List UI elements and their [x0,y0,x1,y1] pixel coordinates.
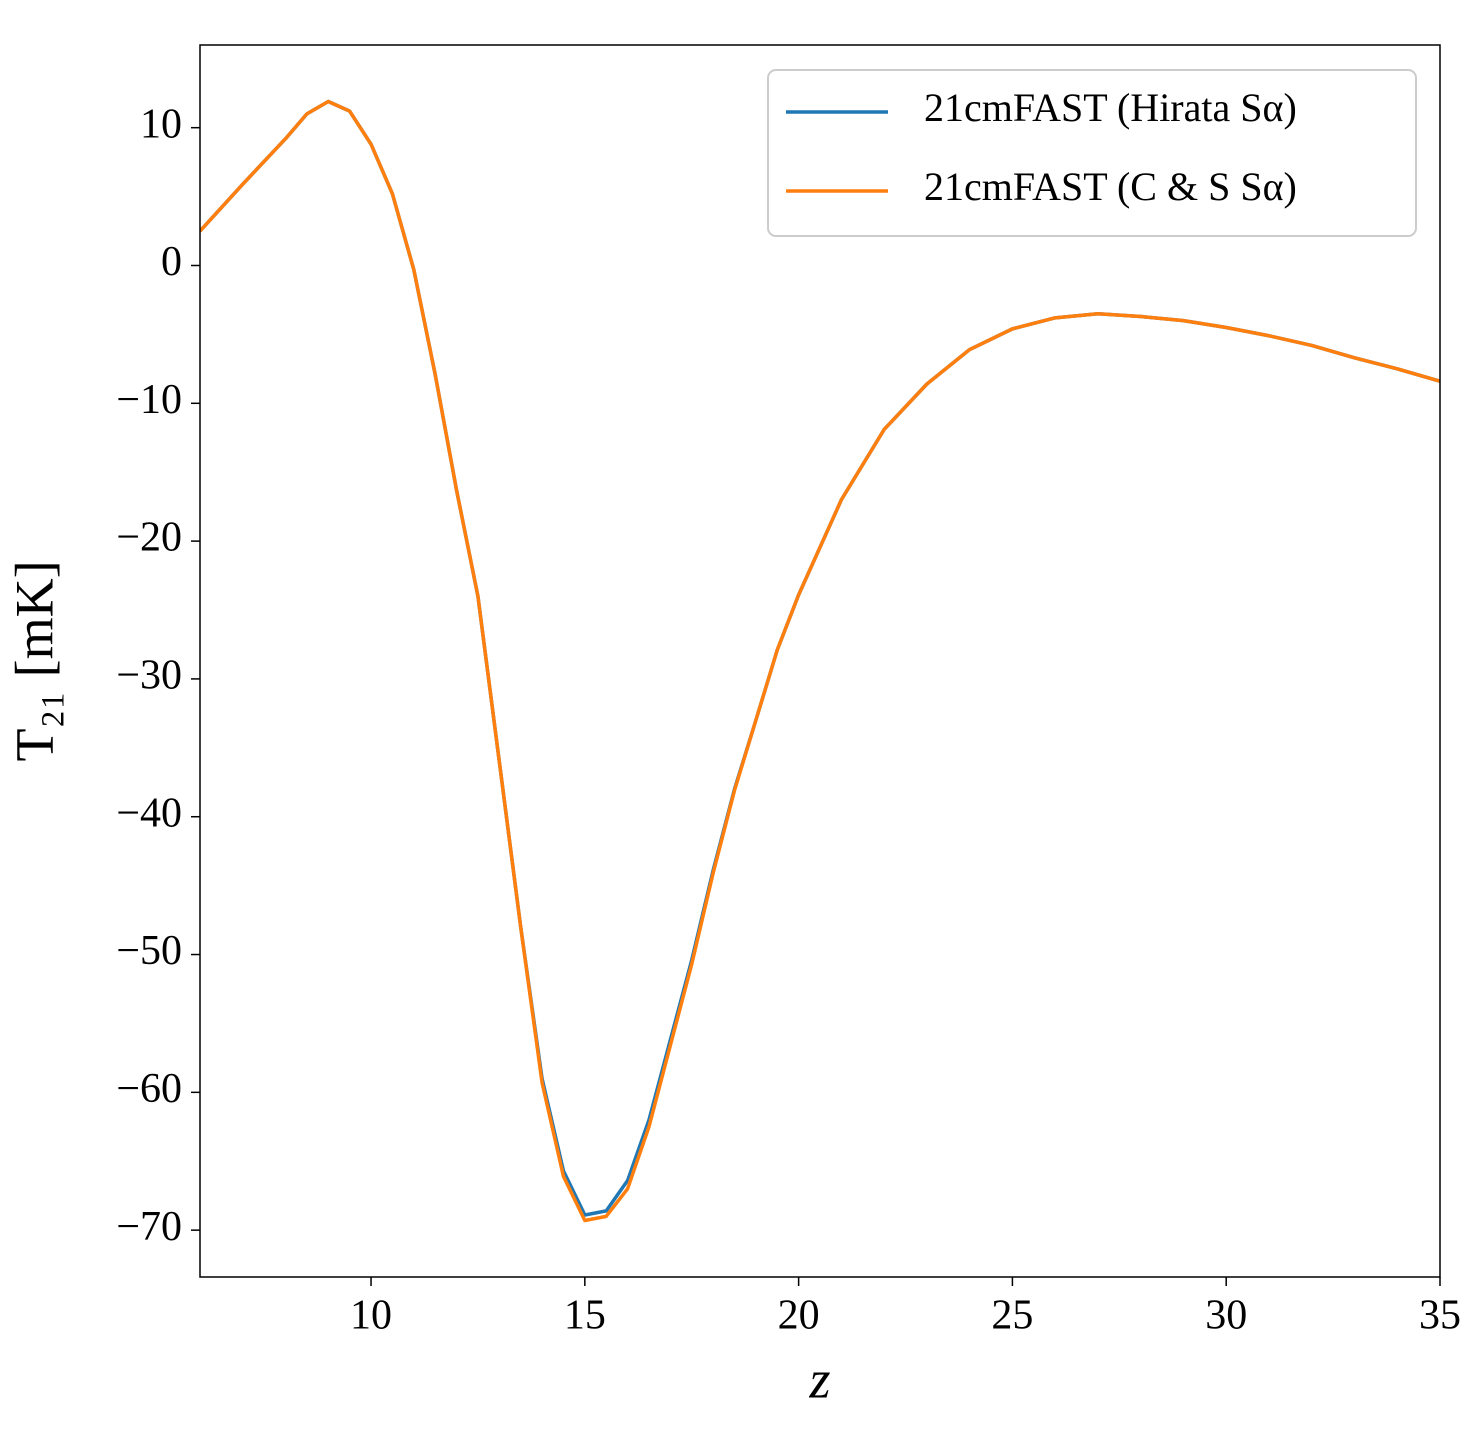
y-tick-label: −10 [116,377,182,423]
legend-label: 21cmFAST (C & S Sα) [924,164,1297,209]
legend-label: 21cmFAST (Hirata Sα) [924,85,1297,130]
y-axis-label: T₂₁ [mK] [4,560,64,761]
legend-box [767,69,1417,237]
y-tick-label: −40 [116,790,182,836]
y-tick-label: −20 [116,515,182,561]
x-tick-label: 30 [1205,1293,1247,1339]
series-line [200,99,1440,1217]
series-line [200,99,1440,1223]
y-tick-label: 10 [140,101,182,147]
y-tick-label: −60 [116,1066,182,1112]
plot-frame [199,44,1441,1278]
y-tick-label: −50 [116,928,182,974]
x-tick-label: 15 [564,1293,606,1339]
x-tick-label: 25 [991,1293,1033,1339]
x-tick-label: 35 [1419,1293,1461,1339]
y-tick-label: 0 [161,239,182,285]
x-axis-label: z [808,1349,830,1409]
x-tick-label: 20 [778,1293,820,1339]
y-tick-label: −70 [116,1204,182,1250]
y-tick-label: −30 [116,653,182,699]
x-tick-label: 10 [350,1293,392,1339]
